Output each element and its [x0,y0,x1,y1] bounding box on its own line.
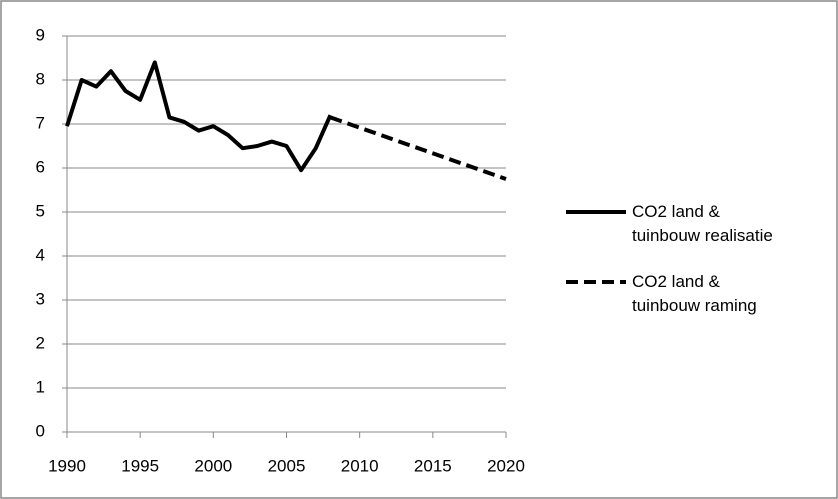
data-line [65,60,333,173]
y-tick-label: 9 [36,25,45,44]
x-tick-label: 2015 [414,456,452,475]
x-tick-label: 1995 [121,456,159,475]
y-tick-label: 6 [36,157,45,176]
legend-label: CO2 land & tuinbouw realisatie [632,202,773,245]
y-tick-label: 2 [36,333,45,352]
y-tick-label: 1 [36,377,45,396]
x-tick-label: 1990 [48,456,86,475]
y-tick-label: 4 [36,245,45,264]
legend-label: CO2 land & tuinbouw raming [632,272,757,315]
x-tick-label: 2005 [268,456,306,475]
data-line [329,115,507,181]
y-tick-label: 7 [36,113,45,132]
x-tick-label: 2000 [194,456,232,475]
y-tick-label: 0 [36,421,45,440]
x-tick-label: 2020 [487,456,525,475]
y-tick-label: 8 [36,69,45,88]
x-tick-label: 2010 [341,456,379,475]
y-tick-label: 3 [36,289,45,308]
y-tick-label: 5 [36,201,45,220]
